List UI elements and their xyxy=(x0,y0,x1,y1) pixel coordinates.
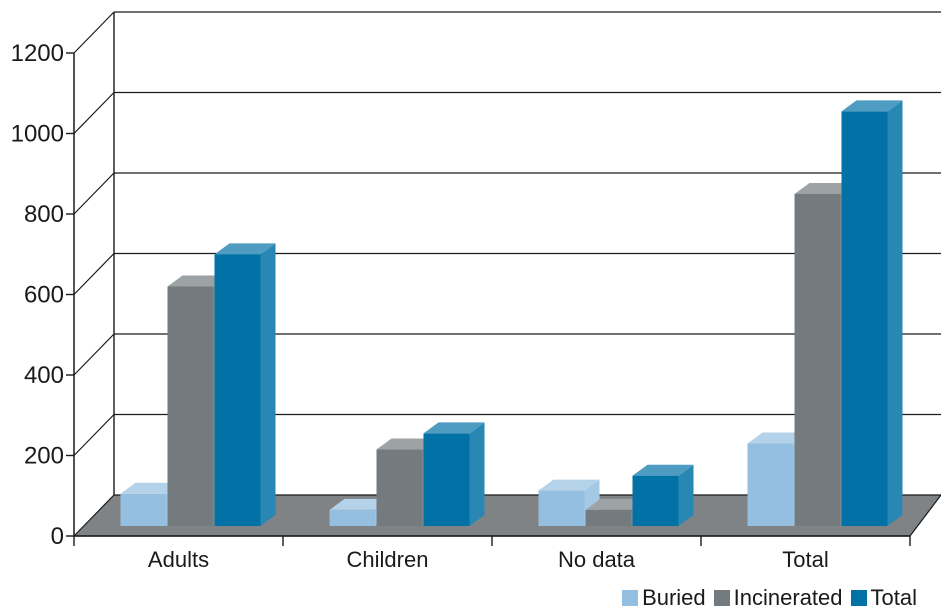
legend-label: Total xyxy=(870,585,917,610)
bar-top xyxy=(538,479,600,491)
bar-top xyxy=(747,432,809,444)
legend-item: Buried xyxy=(622,585,706,611)
bar-front xyxy=(214,254,261,526)
gridline-diagonal xyxy=(73,333,115,376)
x-category-label: Adults xyxy=(148,547,209,572)
bar-front xyxy=(423,433,470,526)
bar-top xyxy=(376,438,438,450)
legend-swatch xyxy=(850,590,867,606)
bar-total-children xyxy=(423,422,485,526)
legend-label: Buried xyxy=(642,585,706,610)
bar-total-total xyxy=(841,100,903,527)
y-tick-label: 600 xyxy=(24,282,64,309)
bar-top xyxy=(214,243,276,255)
x-category-label: Total xyxy=(782,547,828,572)
legend: Buried Incinerated Total xyxy=(622,583,917,613)
bar-front xyxy=(167,286,214,526)
bar-front xyxy=(329,509,376,526)
bar-front xyxy=(538,490,585,526)
labels: 0 200 400 600 800 1000 1200 Adults Children No da… xyxy=(11,40,829,572)
y-tick-label: 0 xyxy=(51,523,64,550)
bar-side xyxy=(678,464,694,526)
legend-item: Total xyxy=(850,585,917,611)
gridline-diagonal xyxy=(73,11,115,54)
bar-side xyxy=(260,243,276,526)
gridline-diagonal xyxy=(73,253,115,295)
bar-top xyxy=(329,498,391,510)
gridline-diagonal xyxy=(73,414,115,456)
bar-front xyxy=(120,493,167,526)
x-category-label: Children xyxy=(347,547,429,572)
bar-front xyxy=(376,449,423,526)
y-tick-label: 200 xyxy=(24,443,64,470)
legend-label: Incinerated xyxy=(733,585,843,610)
bar-side xyxy=(469,422,485,526)
bar-total-adults xyxy=(214,243,276,526)
gridline-diagonal xyxy=(73,172,115,215)
legend-swatch xyxy=(713,590,730,606)
bar-front xyxy=(794,193,841,526)
x-category-label: No data xyxy=(558,547,636,572)
gridline-diagonal xyxy=(73,92,115,134)
bar-top xyxy=(423,422,485,434)
bar-front xyxy=(841,111,888,527)
bar-total-no-data xyxy=(632,464,694,526)
legend-swatch xyxy=(622,590,639,606)
bar-top xyxy=(120,482,182,494)
bar-front xyxy=(632,475,679,526)
y-tick-label: 800 xyxy=(24,201,64,228)
bar-top xyxy=(167,275,229,287)
bar-side xyxy=(887,100,903,527)
bar-top xyxy=(794,182,856,194)
y-tick-label: 1200 xyxy=(11,40,64,67)
bar-front xyxy=(747,443,794,526)
bars xyxy=(120,100,903,527)
bar-top xyxy=(841,100,903,112)
legend-item: Incinerated xyxy=(713,585,843,611)
bar-top xyxy=(632,464,694,476)
bar-front xyxy=(585,509,632,526)
y-tick-label: 400 xyxy=(24,362,64,389)
bar-top xyxy=(585,498,647,510)
y-tick-label: 1000 xyxy=(11,121,64,148)
axes xyxy=(66,12,911,546)
